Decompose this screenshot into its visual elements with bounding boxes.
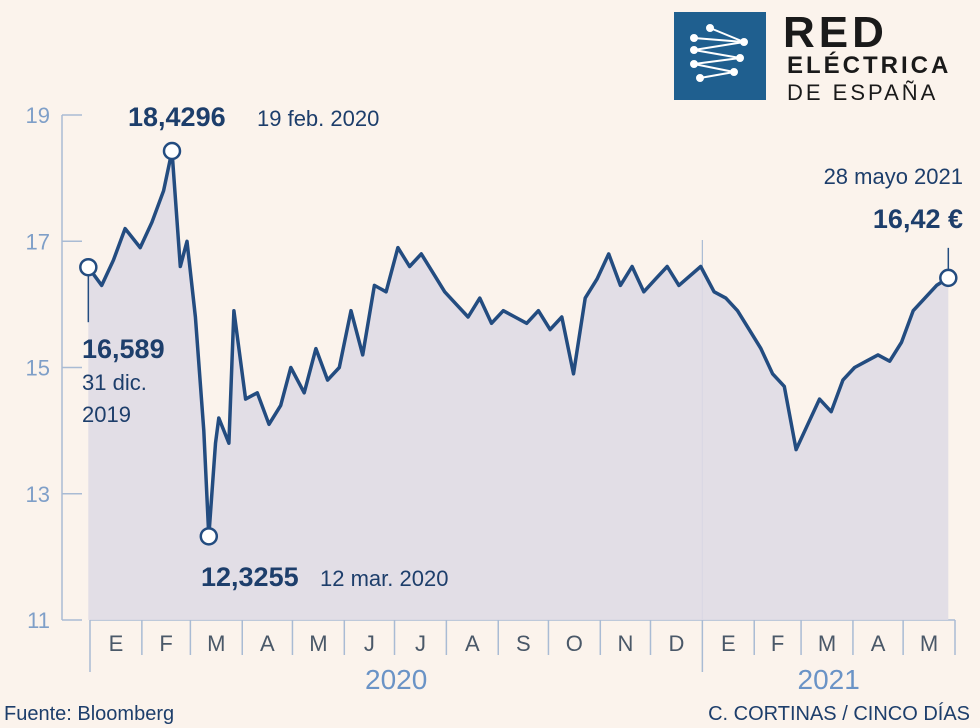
y-tick-label: 11 [27, 608, 50, 633]
x-month-label: J [364, 631, 375, 656]
annot-min-date: 12 mar. 2020 [320, 566, 448, 591]
x-month-label: M [920, 631, 938, 656]
annot-end-date: 28 mayo 2021 [824, 164, 963, 189]
y-axis: 19 17 15 13 11 [26, 103, 82, 633]
annot-start-year: 2019 [82, 402, 131, 427]
x-month-label: A [260, 631, 275, 656]
price-area [88, 151, 949, 620]
x-axis: E F M A M J J A S O N D E F M A M 2020 2021 [89, 619, 956, 695]
x-month-label: M [818, 631, 836, 656]
y-tick-label: 15 [26, 356, 50, 381]
x-month-label: J [415, 631, 426, 656]
y-tick-label: 17 [26, 229, 50, 254]
x-month-label: A [871, 631, 886, 656]
x-month-label: N [617, 631, 633, 656]
marker-max [162, 141, 182, 161]
x-month-label: A [465, 631, 480, 656]
x-month-label: F [771, 631, 784, 656]
price-line [86, 149, 950, 539]
x-month-label: E [721, 631, 736, 656]
network-logo-icon [674, 12, 766, 100]
annot-max-value: 18,4296 [128, 102, 226, 132]
y-tick-label: 19 [26, 103, 50, 128]
x-month-label: S [516, 631, 531, 656]
x-month-label: O [566, 631, 583, 656]
annot-min-value: 12,3255 [201, 562, 299, 592]
x-month-label: E [109, 631, 124, 656]
annot-end-value: 16,42 € [873, 204, 963, 234]
credit-label: C. CORTINAS / CINCO DÍAS [708, 703, 970, 725]
x-month-label: D [668, 631, 684, 656]
x-month-label: M [207, 631, 225, 656]
logo-text-electrica: ELÉCTRICA [787, 52, 952, 79]
annot-max-date: 19 feb. 2020 [257, 106, 379, 131]
x-year-label: 2021 [798, 664, 860, 695]
x-month-label: F [159, 631, 172, 656]
annot-start-date: 31 dic. [82, 370, 147, 395]
y-tick-label: 13 [26, 482, 50, 507]
x-month-label: M [309, 631, 327, 656]
logo-text-de-espana: DE ESPAÑA [787, 80, 939, 105]
marker-start [79, 257, 98, 277]
marker-end [939, 268, 958, 288]
logo-text-red: RED [783, 8, 888, 57]
source-label: Fuente: Bloomberg [4, 703, 175, 725]
x-year-label: 2020 [365, 664, 427, 695]
marker-min [199, 527, 219, 546]
annot-start-value: 16,589 [82, 334, 165, 364]
